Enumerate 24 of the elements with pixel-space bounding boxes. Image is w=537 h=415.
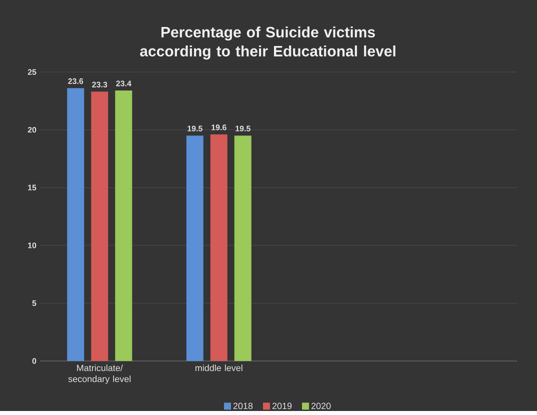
y-tick-label: 10	[28, 242, 36, 248]
legend-label: 2019	[272, 402, 292, 410]
y-tick-label: 20	[28, 127, 36, 133]
x-tick-label: Matriculate/ secondary level	[68, 364, 131, 384]
data-label: 19.5	[236, 126, 250, 132]
chart-title: Percentage of Suicide victims according to their Educational level	[140, 26, 396, 60]
y-tick-label: 15	[28, 185, 36, 191]
data-label: 19.5	[188, 126, 202, 132]
bar	[210, 134, 228, 362]
bar	[115, 90, 132, 362]
y-tick-label: 0	[32, 358, 36, 364]
y-tick-label: 25	[28, 69, 36, 76]
x-tick-label: middle level	[195, 364, 242, 372]
data-label: 23.3	[92, 82, 108, 88]
bar	[67, 88, 84, 362]
data-label: 19.6	[212, 124, 226, 130]
data-label: 23.6	[68, 78, 84, 84]
y-tick-label: 5	[32, 300, 36, 306]
legend-label: 2018	[233, 402, 253, 410]
legend-label: 2020	[311, 402, 331, 410]
data-label: 23.4	[116, 80, 132, 87]
bar	[186, 136, 204, 362]
bar	[91, 92, 108, 362]
bar	[234, 136, 252, 362]
